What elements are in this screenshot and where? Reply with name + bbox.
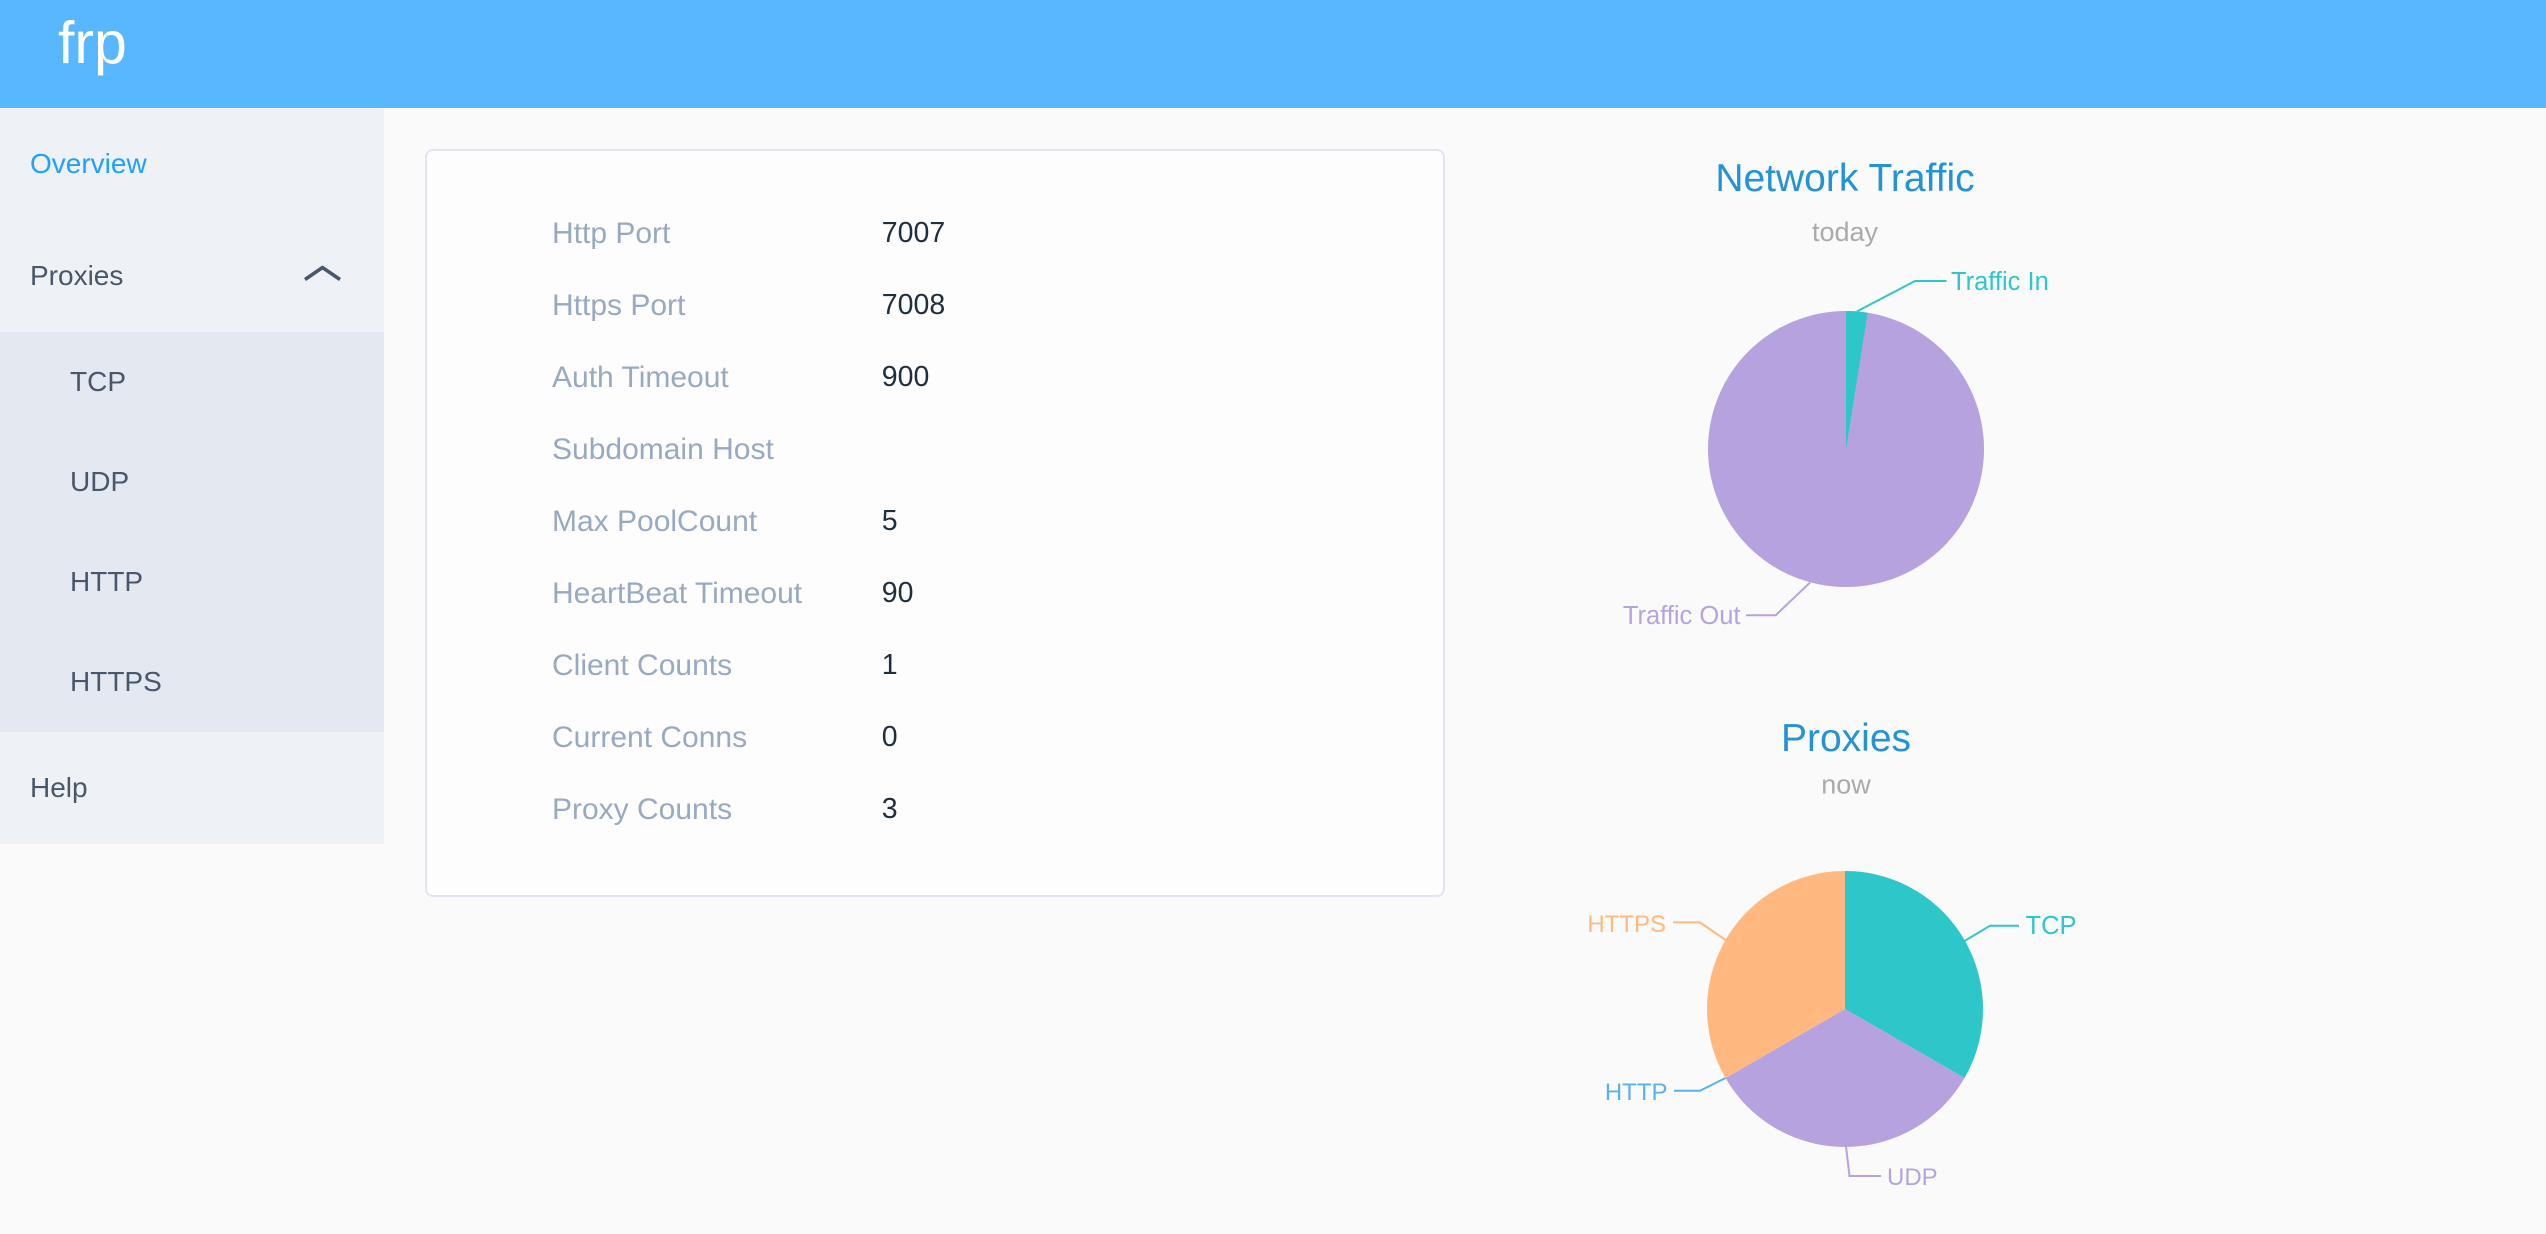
svg-text:Traffic In: Traffic In <box>1951 268 2049 296</box>
svg-text:UDP: UDP <box>1887 1164 1938 1191</box>
svg-text:now: now <box>1821 770 1871 800</box>
svg-text:Traffic Out: Traffic Out <box>1623 602 1741 630</box>
svg-text:Network Traffic: Network Traffic <box>1715 157 1974 200</box>
svg-text:HTTPS: HTTPS <box>1587 911 1666 938</box>
svg-text:today: today <box>1812 217 1879 247</box>
svg-text:Proxies: Proxies <box>1781 717 1911 760</box>
svg-text:TCP: TCP <box>2026 912 2077 940</box>
svg-text:HTTP: HTTP <box>1605 1079 1668 1106</box>
